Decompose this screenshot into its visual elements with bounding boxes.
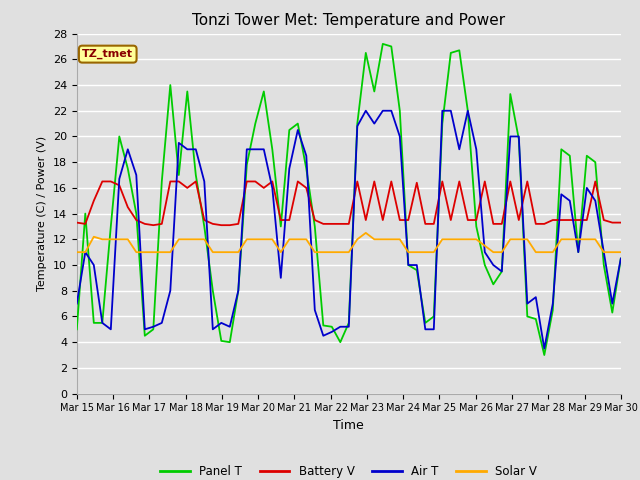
Y-axis label: Temperature (C) / Power (V): Temperature (C) / Power (V) <box>37 136 47 291</box>
Text: TZ_tmet: TZ_tmet <box>82 49 133 59</box>
Title: Tonzi Tower Met: Temperature and Power: Tonzi Tower Met: Temperature and Power <box>192 13 506 28</box>
X-axis label: Time: Time <box>333 419 364 432</box>
Legend: Panel T, Battery V, Air T, Solar V: Panel T, Battery V, Air T, Solar V <box>156 461 542 480</box>
